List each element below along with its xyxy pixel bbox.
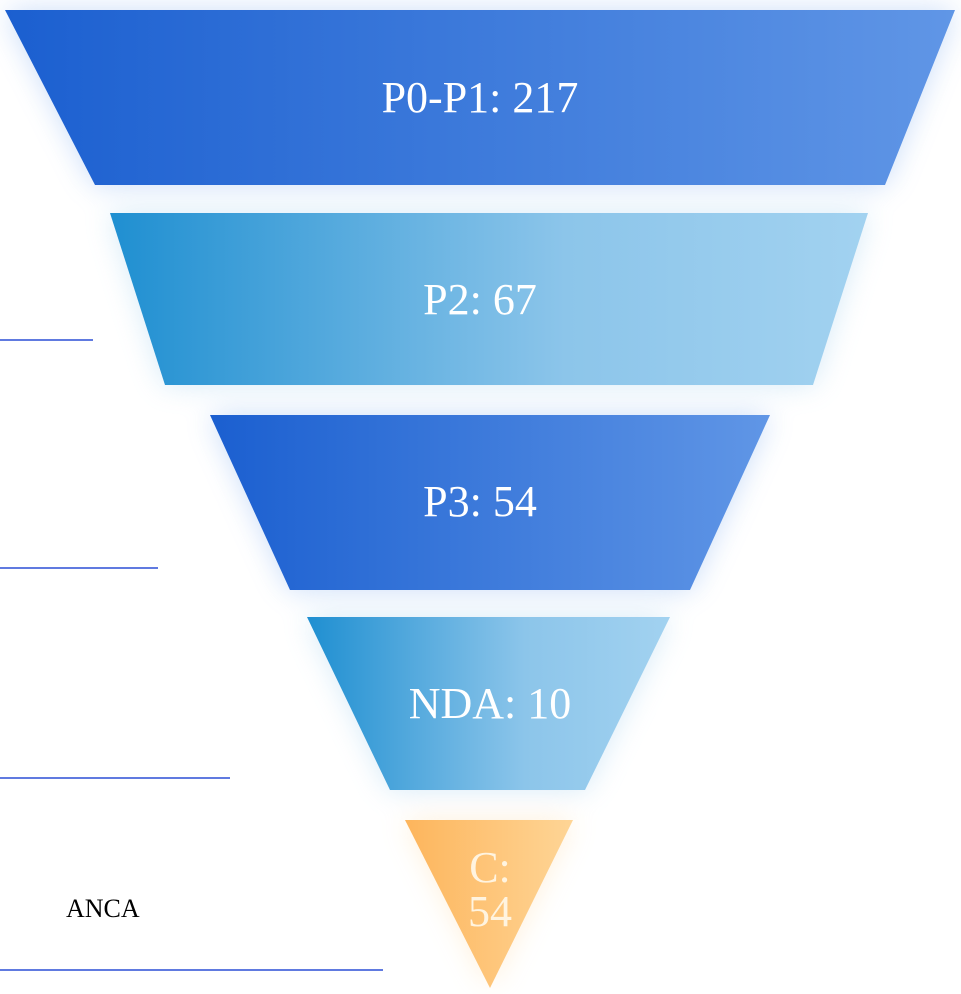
segment — [110, 213, 868, 385]
segment-label: NDA: 10 — [408, 679, 572, 728]
segment — [5, 10, 955, 185]
segment-label: P2: 67 — [423, 275, 537, 324]
segment — [307, 617, 670, 790]
segment — [405, 820, 573, 988]
segment-label: P0-P1: 217 — [381, 73, 579, 122]
segment — [210, 415, 770, 590]
segment-label: C: 54 — [468, 843, 512, 936]
segment-label: P3: 54 — [423, 477, 537, 526]
guide-lines — [0, 339, 383, 971]
note: ANCA — [66, 894, 140, 923]
